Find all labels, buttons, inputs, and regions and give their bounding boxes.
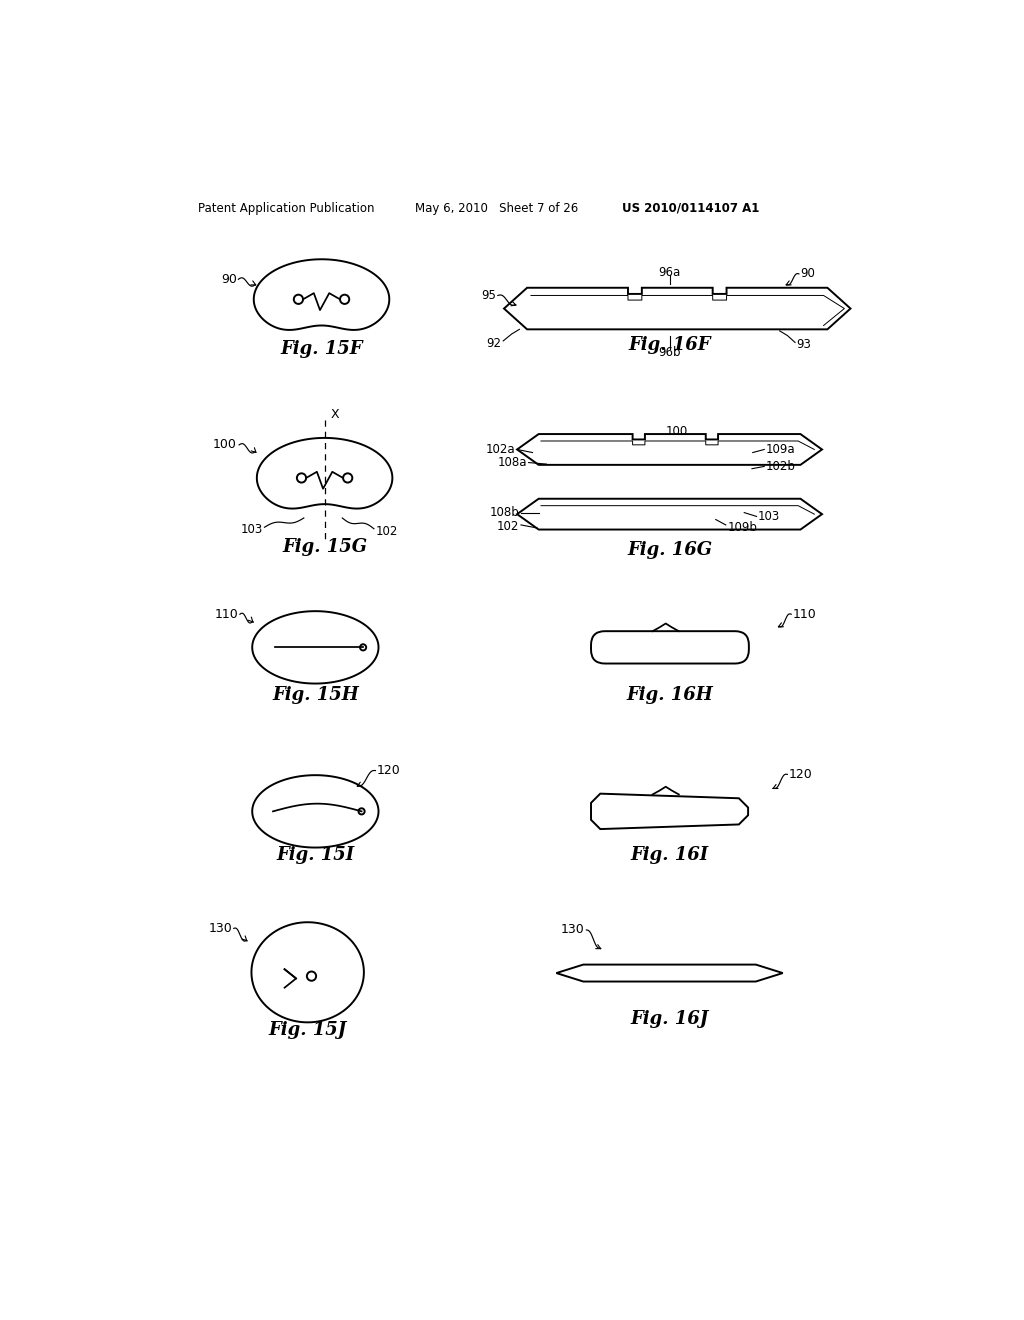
- Text: 102a: 102a: [486, 444, 515, 455]
- Text: Fig. 16I: Fig. 16I: [631, 846, 709, 865]
- Polygon shape: [517, 434, 822, 465]
- Text: 103: 103: [758, 510, 780, 523]
- Text: 109b: 109b: [727, 520, 757, 533]
- Text: 120: 120: [377, 764, 400, 777]
- Text: X: X: [331, 408, 339, 421]
- Text: 108b: 108b: [489, 506, 519, 519]
- Text: 110: 110: [215, 607, 239, 620]
- Text: 130: 130: [561, 924, 585, 936]
- Polygon shape: [591, 793, 749, 829]
- Text: Fig. 15I: Fig. 15I: [276, 846, 354, 865]
- Text: US 2010/0114107 A1: US 2010/0114107 A1: [622, 202, 759, 215]
- Text: Fig. 15F: Fig. 15F: [281, 341, 362, 358]
- Text: 102: 102: [376, 524, 397, 537]
- Text: 93: 93: [797, 338, 811, 351]
- Text: 109a: 109a: [766, 444, 796, 455]
- Text: 130: 130: [209, 921, 232, 935]
- Text: May 6, 2010   Sheet 7 of 26: May 6, 2010 Sheet 7 of 26: [416, 202, 579, 215]
- Text: 95: 95: [481, 289, 497, 302]
- Text: Fig. 15H: Fig. 15H: [272, 686, 358, 704]
- Text: Fig. 15G: Fig. 15G: [282, 539, 368, 556]
- Text: 96a: 96a: [658, 265, 681, 279]
- Text: 92: 92: [486, 337, 502, 350]
- FancyBboxPatch shape: [591, 631, 749, 664]
- Text: 108a: 108a: [498, 455, 527, 469]
- Text: 110: 110: [793, 607, 816, 620]
- Text: Fig. 16H: Fig. 16H: [627, 686, 713, 704]
- Text: 90: 90: [221, 273, 237, 286]
- Polygon shape: [517, 499, 822, 529]
- Text: 90: 90: [801, 268, 815, 280]
- Text: Fig. 16F: Fig. 16F: [629, 335, 711, 354]
- Text: 120: 120: [788, 768, 813, 781]
- Text: Fig. 15J: Fig. 15J: [268, 1022, 347, 1039]
- Text: 102: 102: [497, 520, 519, 533]
- Polygon shape: [504, 288, 851, 330]
- Text: 100: 100: [213, 438, 237, 451]
- Text: Fig. 16G: Fig. 16G: [627, 541, 712, 558]
- Text: 103: 103: [241, 523, 263, 536]
- Text: 100: 100: [667, 425, 688, 438]
- Text: 96b: 96b: [658, 346, 681, 359]
- Text: Patent Application Publication: Patent Application Publication: [199, 202, 375, 215]
- Text: 102b: 102b: [766, 459, 796, 473]
- Polygon shape: [556, 965, 782, 982]
- Text: Fig. 16J: Fig. 16J: [631, 1010, 709, 1028]
